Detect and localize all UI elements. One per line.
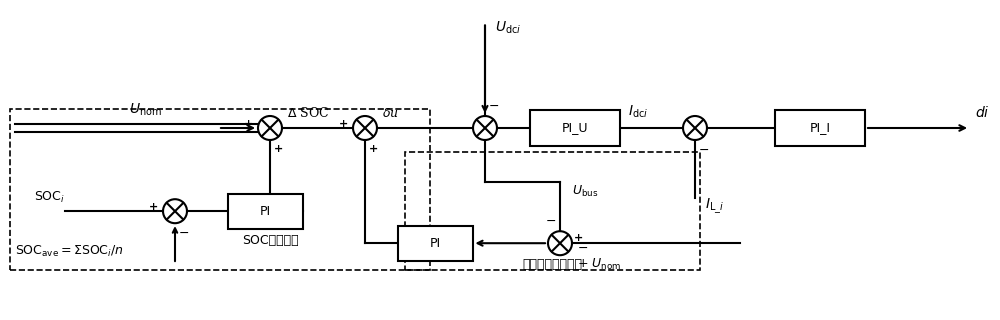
Text: PI: PI: [259, 205, 271, 218]
Bar: [10, 109, 430, 270]
Text: PI: PI: [429, 237, 441, 250]
Bar: [405, 152, 700, 270]
Text: +: +: [244, 119, 253, 129]
Text: SOC均衡控制: SOC均衡控制: [242, 234, 298, 247]
Text: −: −: [546, 215, 556, 228]
Text: −: −: [699, 144, 710, 157]
Bar: [398, 226, 473, 261]
Text: +: +: [369, 144, 378, 154]
Bar: [775, 110, 865, 146]
Text: +: +: [149, 202, 158, 212]
Text: PI_I: PI_I: [810, 122, 830, 134]
Text: $U_\mathrm{nom}$: $U_\mathrm{nom}$: [129, 101, 161, 118]
Text: +: +: [274, 144, 283, 154]
Text: $-$: $-$: [577, 241, 588, 254]
Text: $di$: $di$: [975, 105, 990, 120]
Bar: [228, 194, 302, 229]
Text: $U_\mathrm{dc\it{i}}$: $U_\mathrm{dc\it{i}}$: [495, 19, 521, 36]
Text: −: −: [489, 100, 500, 113]
Text: $\delta$u: $\delta$u: [382, 107, 399, 120]
Text: $\mathrm{SOC}_i$: $\mathrm{SOC}_i$: [34, 190, 65, 205]
Text: $+\ U_\mathrm{nom}$: $+\ U_\mathrm{nom}$: [577, 257, 621, 272]
Text: −: −: [179, 227, 190, 240]
Text: $\Delta$ SOC: $\Delta$ SOC: [287, 106, 329, 120]
Text: +: +: [574, 233, 583, 243]
Text: +: +: [339, 119, 348, 129]
Text: $\mathrm{SOC}_\mathrm{ave}=\Sigma\mathrm{SOC}_i/n$: $\mathrm{SOC}_\mathrm{ave}=\Sigma\mathrm…: [15, 244, 124, 259]
Text: $I_\mathrm{L\_\it{i}}$: $I_\mathrm{L\_\it{i}}$: [705, 197, 724, 216]
Text: $U_\mathrm{bus}$: $U_\mathrm{bus}$: [572, 184, 598, 199]
Text: PI_U: PI_U: [562, 122, 588, 134]
Bar: [530, 110, 620, 146]
Text: 电压二次补偿控制: 电压二次补偿控制: [522, 258, 582, 271]
Text: $I_\mathrm{dc\it{i}}$: $I_\mathrm{dc\it{i}}$: [628, 104, 648, 120]
